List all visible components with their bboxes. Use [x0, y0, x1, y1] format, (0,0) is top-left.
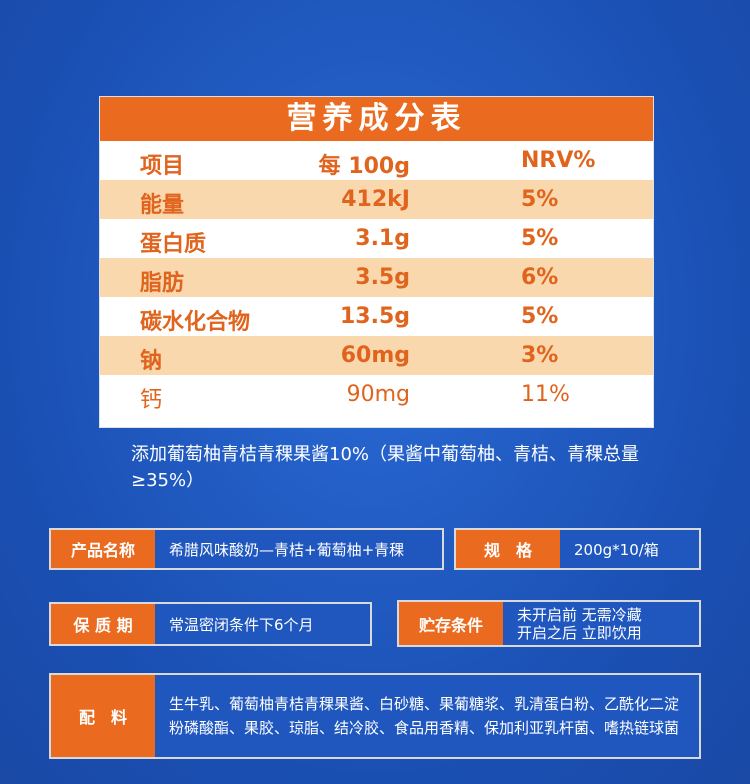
row-nrv: 5%	[521, 226, 559, 251]
row-per: 3.1g	[355, 226, 410, 251]
storage-line-1: 未开启前 无需冷藏	[517, 605, 642, 624]
header-per: 每 100g	[318, 154, 410, 179]
nutrition-table: 营养成分表 项目 每 100g NRV% 能量 412kJ 5% 蛋白质 3.1…	[99, 96, 654, 428]
table-row: 钙 90mg 11%	[100, 375, 653, 414]
row-nrv: 11%	[521, 382, 570, 407]
row-item: 钙	[140, 388, 163, 413]
row-item: 钠	[140, 349, 163, 374]
storage-label: 贮存条件	[399, 602, 503, 645]
header-nrv: NRV%	[521, 148, 596, 173]
jam-note: 添加葡萄柚青桔青稞果酱10%（果酱中葡萄柚、青桔、青稞总量≥35%）	[131, 444, 640, 491]
table-header-row: 项目 每 100g NRV%	[100, 141, 653, 180]
shelf-life-label: 保 质 期	[51, 604, 155, 644]
row-per: 13.5g	[339, 304, 410, 329]
row-item: 蛋白质	[140, 232, 207, 257]
table-row: 钠 60mg 3%	[100, 336, 653, 375]
storage-box: 贮存条件 未开启前 无需冷藏 开启之后 立即饮用	[397, 600, 701, 647]
row-per: 412kJ	[341, 187, 410, 212]
table-row: 能量 412kJ 5%	[100, 180, 653, 219]
row-per: 60mg	[340, 343, 410, 368]
ingredients-value: 生牛乳、葡萄柚青桔青稞果酱、白砂糖、果葡糖浆、乳清蛋白粉、乙酰化二淀粉磷酸酯、果…	[155, 675, 699, 757]
row-per: 3.5g	[355, 265, 410, 290]
storage-value: 未开启前 无需冷藏 开启之后 立即饮用	[503, 602, 699, 645]
row-nrv: 5%	[521, 187, 559, 212]
table-row: 蛋白质 3.1g 5%	[100, 219, 653, 258]
product-name-label: 产品名称	[51, 530, 155, 568]
product-name-value: 希腊风味酸奶—青桔+葡萄柚+青稞	[155, 530, 442, 568]
row-nrv: 3%	[521, 343, 559, 368]
row-per: 90mg	[346, 382, 410, 407]
spec-value: 200g*10/箱	[560, 530, 699, 568]
row-item: 能量	[140, 193, 185, 218]
shelf-life-value: 常温密闭条件下6个月	[155, 604, 370, 644]
row-nrv: 6%	[521, 265, 559, 290]
spec-label: 规 格	[456, 530, 560, 568]
row-nrv: 5%	[521, 304, 559, 329]
nutrition-table-title: 营养成分表	[100, 97, 653, 141]
ingredients-box: 配 料 生牛乳、葡萄柚青桔青稞果酱、白砂糖、果葡糖浆、乳清蛋白粉、乙酰化二淀粉磷…	[49, 673, 701, 759]
row-item: 脂肪	[140, 271, 185, 296]
product-name-box: 产品名称 希腊风味酸奶—青桔+葡萄柚+青稞	[49, 528, 444, 570]
table-row: 碳水化合物 13.5g 5%	[100, 297, 653, 336]
header-item: 项目	[140, 154, 185, 179]
row-item: 碳水化合物	[140, 310, 251, 335]
ingredients-label: 配 料	[51, 675, 155, 757]
shelf-life-box: 保 质 期 常温密闭条件下6个月	[49, 602, 372, 646]
spec-box: 规 格 200g*10/箱	[454, 528, 701, 570]
storage-line-2: 开启之后 立即饮用	[517, 623, 642, 642]
table-row: 脂肪 3.5g 6%	[100, 258, 653, 297]
